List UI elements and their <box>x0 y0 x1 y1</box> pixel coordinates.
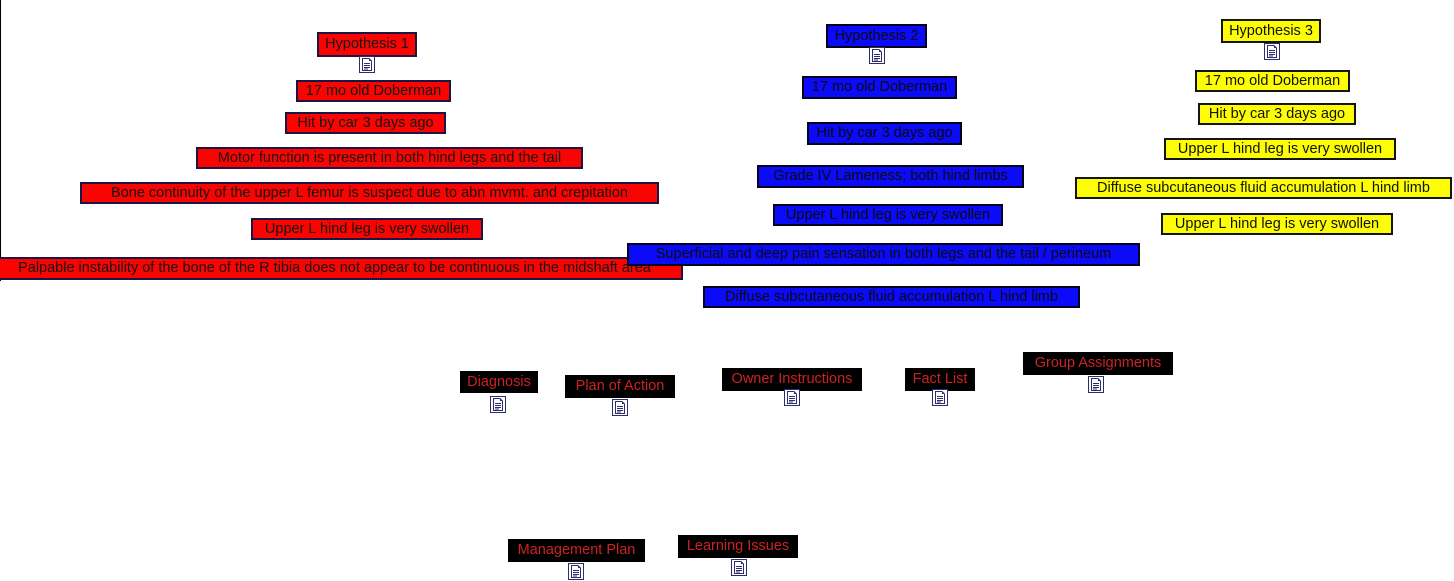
node-h1-palpable-instability[interactable]: Palpable instability of the bone of the … <box>0 257 683 280</box>
document-icon[interactable] <box>1088 376 1104 393</box>
node-label: Upper L hind leg is very swollen <box>785 206 991 223</box>
canvas-left-edge-line <box>0 0 1 281</box>
node-label: Owner Instructions <box>731 371 853 388</box>
document-icon[interactable] <box>1264 43 1280 60</box>
node-h3-upper-l-hind-leg-swollen-1[interactable]: Upper L hind leg is very swollen <box>1164 138 1396 160</box>
node-label: Hypothesis 3 <box>1229 22 1313 39</box>
node-hypothesis-2[interactable]: Hypothesis 2 <box>826 24 927 48</box>
node-label: Palpable instability of the bone of the … <box>18 260 651 277</box>
node-label: Hit by car 3 days ago <box>816 125 953 142</box>
node-hypothesis-1[interactable]: Hypothesis 1 <box>317 32 417 57</box>
node-h1-upper-l-hind-leg-swollen[interactable]: Upper L hind leg is very swollen <box>251 218 483 240</box>
node-label: Motor function is present in both hind l… <box>217 149 562 166</box>
node-label: Hit by car 3 days ago <box>297 114 434 131</box>
node-label: Hypothesis 2 <box>834 27 919 44</box>
node-label: Hit by car 3 days ago <box>1208 105 1346 122</box>
document-icon[interactable] <box>869 47 885 64</box>
node-label: Bone continuity of the upper L femur is … <box>111 184 628 201</box>
node-h3-upper-l-hind-leg-swollen-2[interactable]: Upper L hind leg is very swollen <box>1161 213 1393 235</box>
node-label: Diagnosis <box>467 373 531 390</box>
node-learning-issues[interactable]: Learning Issues <box>678 535 798 558</box>
node-h1-17-mo-old-doberman[interactable]: 17 mo old Doberman <box>296 80 451 102</box>
node-group-assignments[interactable]: Group Assignments <box>1023 352 1173 375</box>
document-icon[interactable] <box>359 56 375 73</box>
document-icon[interactable] <box>784 389 800 406</box>
node-h2-upper-l-hind-leg-swollen[interactable]: Upper L hind leg is very swollen <box>773 204 1003 226</box>
node-h1-hit-by-car[interactable]: Hit by car 3 days ago <box>285 112 446 134</box>
node-label: Upper L hind leg is very swollen <box>264 220 470 237</box>
node-label: Upper L hind leg is very swollen <box>1174 215 1380 232</box>
node-label: Group Assignments <box>1034 355 1162 372</box>
node-h2-17-mo-old-doberman[interactable]: 17 mo old Doberman <box>802 76 957 99</box>
node-label: Learning Issues <box>686 538 790 555</box>
node-label: Hypothesis 1 <box>325 36 409 53</box>
node-label: Superficial and deep pain sensation in b… <box>655 246 1112 263</box>
node-diagnosis[interactable]: Diagnosis <box>460 371 538 393</box>
document-icon[interactable] <box>568 563 584 580</box>
node-h2-diffuse-subq-fluid[interactable]: Diffuse subcutaneous fluid accumulation … <box>703 286 1080 308</box>
node-label: Grade IV Lameness; both hind limbs <box>773 168 1008 185</box>
node-h2-grade-iv-lameness[interactable]: Grade IV Lameness; both hind limbs <box>757 165 1024 188</box>
document-icon[interactable] <box>731 559 747 576</box>
node-h1-motor-function[interactable]: Motor function is present in both hind l… <box>196 147 583 169</box>
node-label: 17 mo old Doberman <box>811 79 948 96</box>
node-owner-instructions[interactable]: Owner Instructions <box>722 368 862 391</box>
node-h1-bone-continuity[interactable]: Bone continuity of the upper L femur is … <box>80 182 659 204</box>
node-label: Upper L hind leg is very swollen <box>1177 140 1383 157</box>
node-h3-17-mo-old-doberman[interactable]: 17 mo old Doberman <box>1195 70 1350 92</box>
node-management-plan[interactable]: Management Plan <box>508 539 645 562</box>
node-h2-hit-by-car[interactable]: Hit by car 3 days ago <box>807 122 962 145</box>
node-hypothesis-3[interactable]: Hypothesis 3 <box>1221 19 1321 43</box>
document-icon[interactable] <box>612 399 628 416</box>
node-label: 17 mo old Doberman <box>1204 72 1341 89</box>
node-label: Fact List <box>912 371 968 388</box>
node-plan-of-action[interactable]: Plan of Action <box>565 375 675 398</box>
node-label: Diffuse subcutaneous fluid accumulation … <box>725 288 1058 305</box>
node-h3-diffuse-subq-fluid[interactable]: Diffuse subcutaneous fluid accumulation … <box>1075 177 1452 199</box>
node-label: Management Plan <box>517 542 636 559</box>
node-label: 17 mo old Doberman <box>305 82 442 99</box>
node-fact-list[interactable]: Fact List <box>905 368 975 391</box>
document-icon[interactable] <box>490 396 506 413</box>
node-label: Plan of Action <box>575 378 665 395</box>
document-icon[interactable] <box>932 389 948 406</box>
node-h3-hit-by-car[interactable]: Hit by car 3 days ago <box>1198 103 1356 125</box>
node-label: Diffuse subcutaneous fluid accumulation … <box>1097 179 1430 196</box>
node-h2-superficial-deep-pain[interactable]: Superficial and deep pain sensation in b… <box>627 243 1140 266</box>
